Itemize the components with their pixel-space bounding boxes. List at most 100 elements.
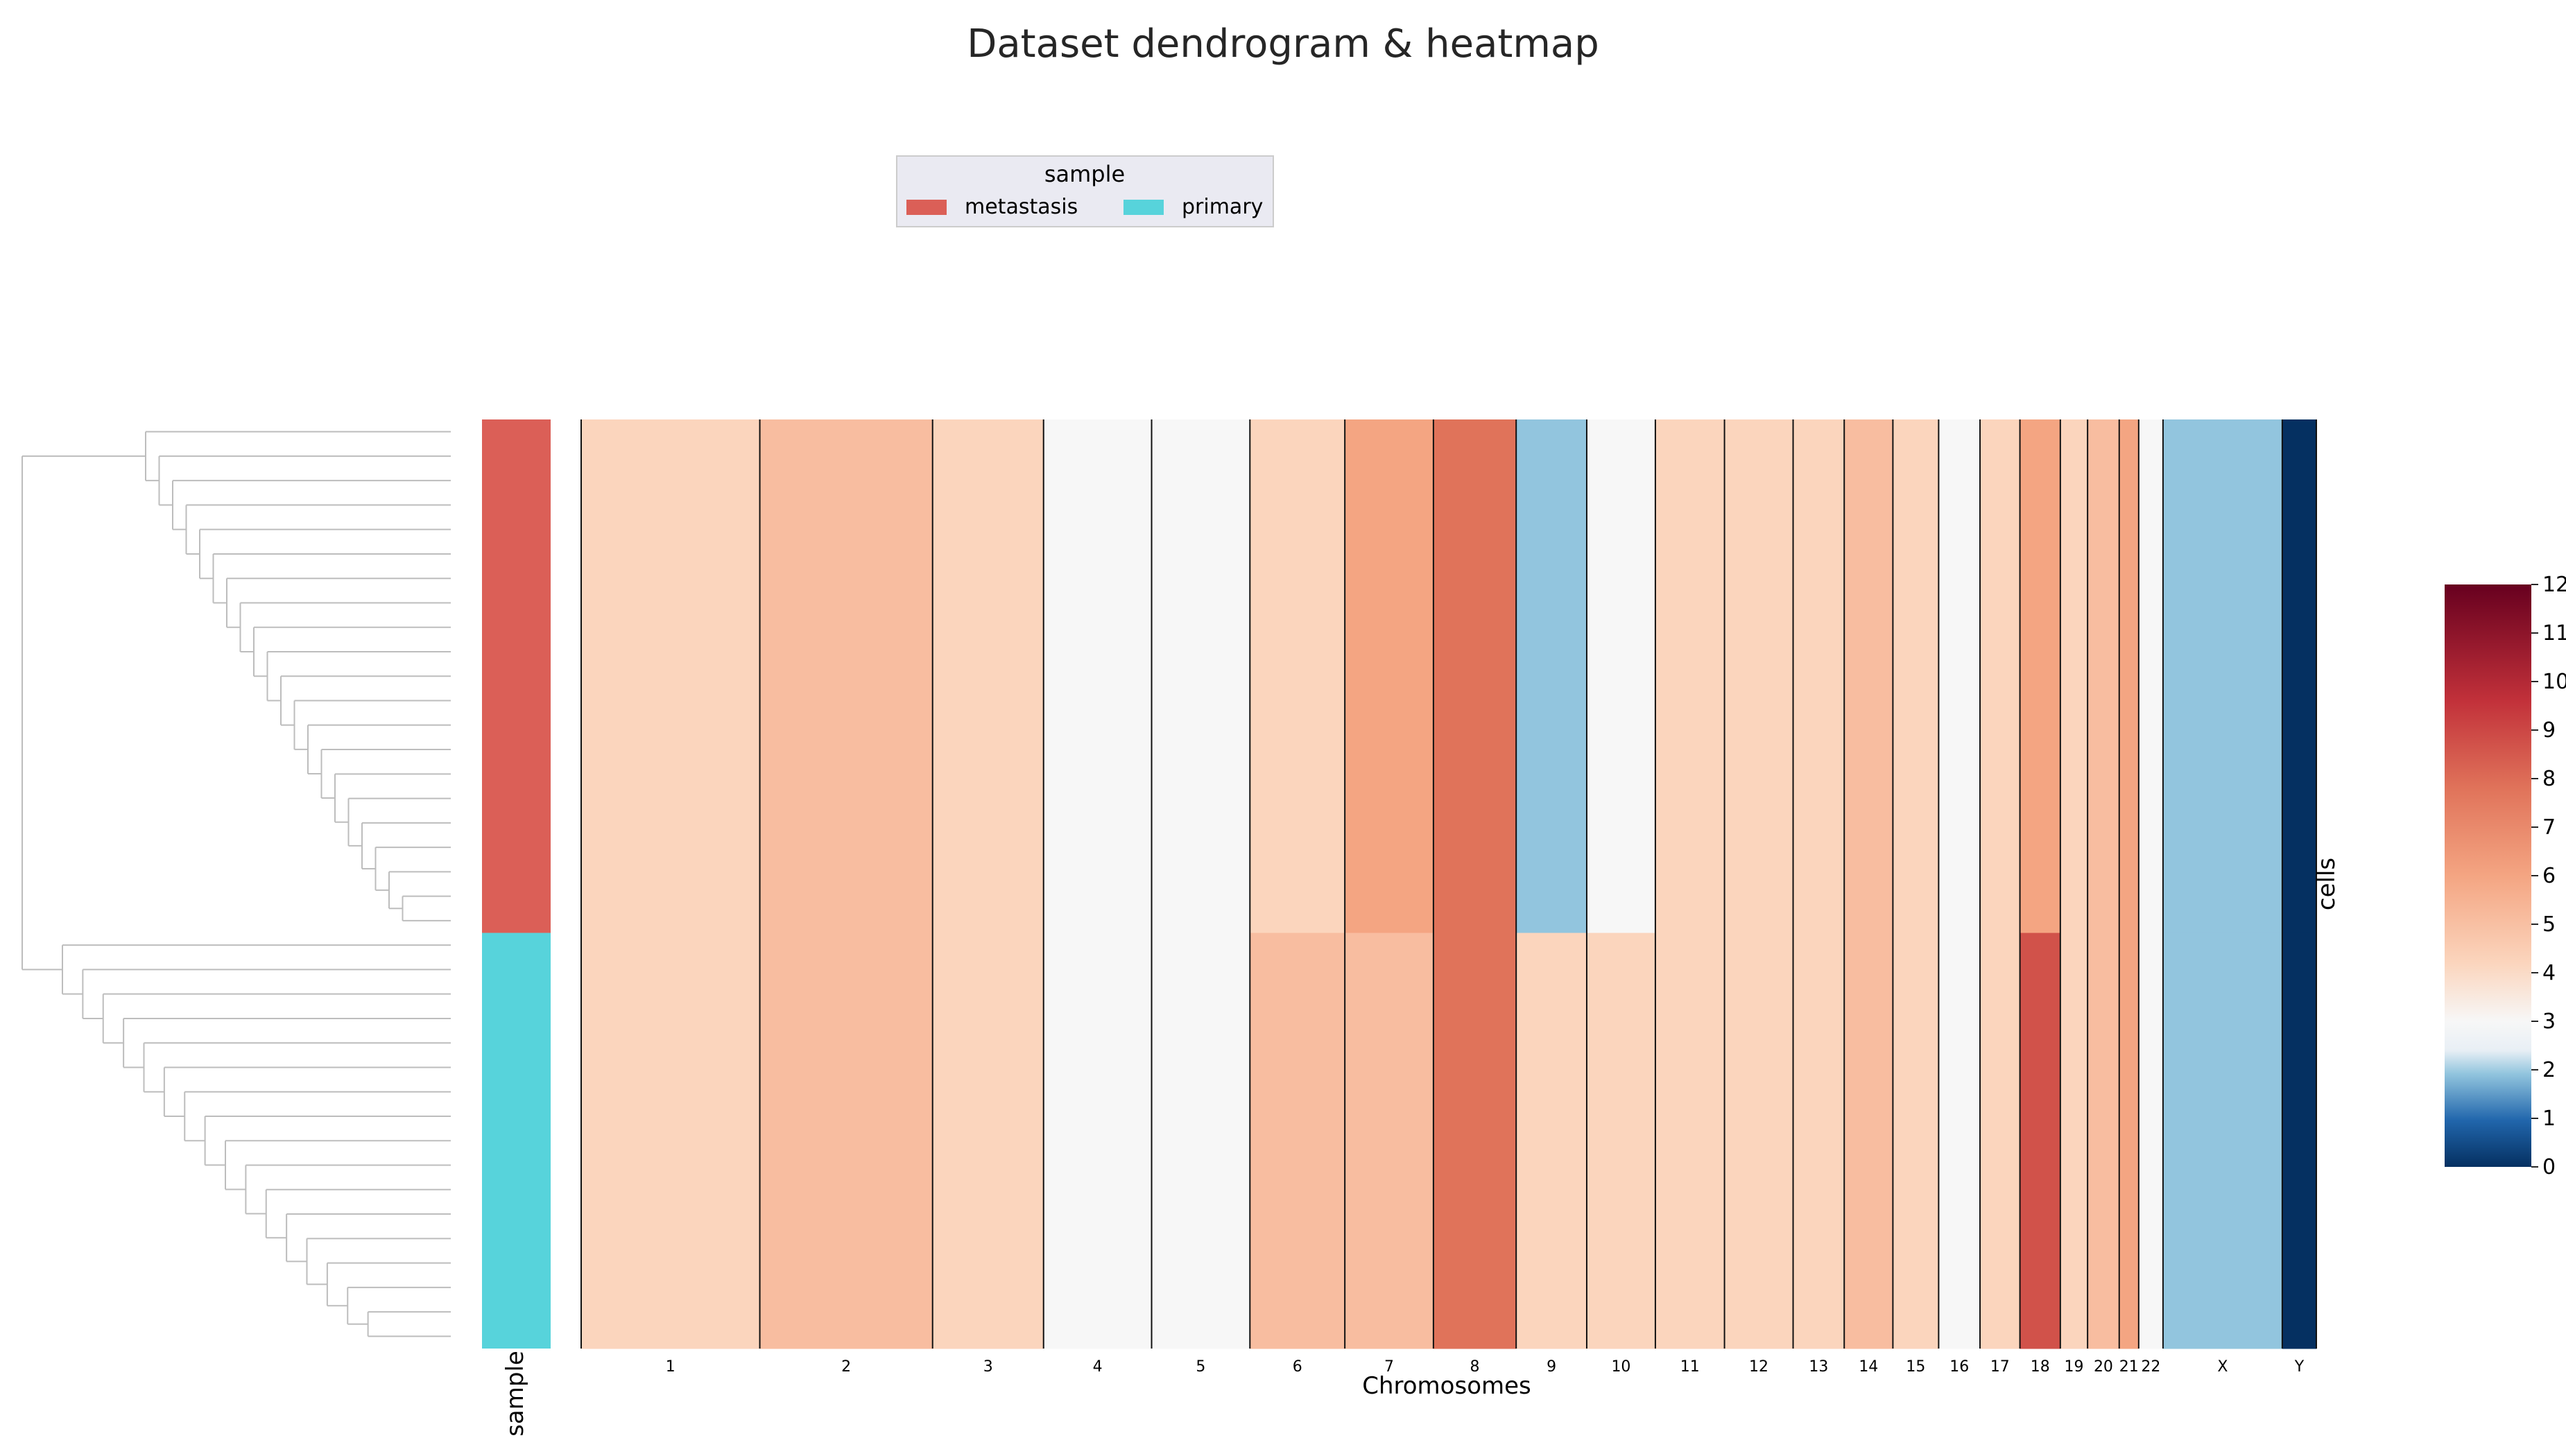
heatmap-cell-chr22-primary	[2138, 933, 2164, 1349]
chromosome-label-19: 19	[2064, 1358, 2083, 1376]
legend-box	[896, 155, 1274, 227]
chromosome-label-8: 8	[1470, 1358, 1480, 1376]
chromosome-label-4: 4	[1093, 1358, 1103, 1376]
colorbar-tick-label: 11	[2542, 621, 2566, 645]
chromosome-label-9: 9	[1547, 1358, 1556, 1376]
chromosome-label-6: 6	[1293, 1358, 1302, 1376]
heatmap-cell-chr8-primary	[1433, 933, 1517, 1349]
heatmap-cell-chr6-primary	[1250, 933, 1345, 1349]
chromosome-label-13: 13	[1809, 1358, 1828, 1376]
y-axis-label: cells	[2313, 858, 2341, 910]
colorbar-tick-label: 5	[2542, 912, 2556, 937]
chart-title: Dataset dendrogram & heatmap	[967, 21, 1599, 67]
legend-label-metastasis: metastasis	[965, 195, 1078, 219]
legend-swatch-metastasis	[906, 200, 947, 215]
heatmap-cell-chr20-metastasis	[2087, 419, 2120, 934]
dendrogram	[21, 431, 451, 1337]
heatmap-cell-chr3-metastasis	[932, 419, 1044, 934]
heatmap-cell-chr3-primary	[932, 933, 1044, 1349]
heatmap-cell-chr9-primary	[1516, 933, 1587, 1349]
heatmap-cell-chr12-primary	[1724, 933, 1794, 1349]
heatmap-cell-chr4-primary	[1043, 933, 1153, 1349]
heatmap-cell-chrX-metastasis	[2162, 419, 2283, 934]
annotation-block-metastasis	[482, 419, 551, 933]
heatmap-cell-chr21-primary	[2119, 933, 2139, 1349]
heatmap-cell-chr2-metastasis	[759, 419, 933, 934]
heatmap-cell-chr11-primary	[1655, 933, 1725, 1349]
chromosome-label-16: 16	[1949, 1358, 1969, 1376]
heatmap-cell-chr2-primary	[759, 933, 933, 1349]
heatmap-cell-chrY-primary	[2282, 933, 2317, 1349]
heatmap-cell-chr6-metastasis	[1250, 419, 1345, 934]
heatmap-cell-chr15-metastasis	[1893, 419, 1939, 934]
colorbar-tick-label: 10	[2542, 670, 2566, 694]
colorbar-tick-label: 6	[2542, 864, 2556, 888]
chromosome-label-11: 11	[1680, 1358, 1700, 1376]
legend-label-primary: primary	[1182, 195, 1263, 219]
heatmap-cell-chr18-metastasis	[2020, 419, 2061, 934]
colorbar-tick-label: 3	[2542, 1009, 2556, 1034]
chromosome-tick-labels: 1 2 3 4 5 6 7 8 9 10 11 12 13 14 15 16 17 18 19 20 21 22 X Y	[666, 1358, 2305, 1376]
heatmap-cell-chr18-primary	[2020, 933, 2061, 1349]
heatmap-cell-chr7-primary	[1345, 933, 1434, 1349]
heatmap-cell-chr11-metastasis	[1655, 419, 1725, 934]
colorbar-tick-label: 8	[2542, 767, 2556, 791]
heatmap	[580, 419, 2317, 1349]
chromosome-label-3: 3	[983, 1358, 993, 1376]
heatmap-cell-chr19-metastasis	[2060, 419, 2088, 934]
chromosome-label-22: 22	[2141, 1358, 2160, 1376]
heatmap-cell-chr17-primary	[1980, 933, 2021, 1349]
chromosome-label-1: 1	[666, 1358, 675, 1376]
chromosome-label-14: 14	[1859, 1358, 1878, 1376]
colorbar-tick-label: 12	[2542, 573, 2566, 597]
heatmap-cell-chr16-metastasis	[1938, 419, 1981, 934]
heatmap-cell-chr16-primary	[1938, 933, 1981, 1349]
colorbar-gradient	[2445, 584, 2531, 1167]
heatmap-cell-chrX-primary	[2162, 933, 2283, 1349]
heatmap-cell-chr14-primary	[1844, 933, 1893, 1349]
heatmap-cell-chr4-metastasis	[1043, 419, 1153, 934]
chromosome-label-20: 20	[2094, 1358, 2113, 1376]
legend-title: sample	[1044, 161, 1125, 187]
legend-swatch-primary	[1123, 200, 1164, 215]
annotation-block-primary	[482, 933, 551, 1349]
legend: sample metastasis primary	[896, 155, 1274, 227]
heatmap-cell-chr20-primary	[2087, 933, 2120, 1349]
heatmap-cell-chr10-primary	[1586, 933, 1656, 1349]
heatmap-cell-chr19-primary	[2060, 933, 2088, 1349]
chromosome-label-12: 12	[1749, 1358, 1768, 1376]
chromosome-label-X: X	[2217, 1358, 2228, 1376]
heatmap-cell-chr17-metastasis	[1980, 419, 2021, 934]
chromosome-label-15: 15	[1906, 1358, 1925, 1376]
x-axis-label: Chromosomes	[1362, 1372, 1531, 1400]
colorbar-tick-label: 4	[2542, 961, 2556, 985]
heatmap-cell-chr10-metastasis	[1586, 419, 1656, 934]
chromosome-label-2: 2	[841, 1358, 851, 1376]
heatmap-cell-chr15-primary	[1893, 933, 1939, 1349]
colorbar-tick-label: 9	[2542, 718, 2556, 743]
chromosome-label-17: 17	[1990, 1358, 2010, 1376]
heatmap-cell-chr8-metastasis	[1433, 419, 1517, 934]
heatmap-cell-chr5-metastasis	[1151, 419, 1250, 934]
heatmap-cell-chr9-metastasis	[1516, 419, 1587, 934]
colorbar-tick-label: 1	[2542, 1107, 2556, 1131]
chromosome-label-5: 5	[1196, 1358, 1205, 1376]
heatmap-cell-chr7-metastasis	[1345, 419, 1434, 934]
sample-annotation-column	[482, 419, 551, 1349]
heatmap-cell-chr1-primary	[581, 933, 761, 1349]
heatmap-cell-chr12-metastasis	[1724, 419, 1794, 934]
colorbar-tick-label: 2	[2542, 1058, 2556, 1082]
heatmap-cell-chr1-metastasis	[581, 419, 761, 934]
colorbar-tick-label: 7	[2542, 815, 2556, 840]
heatmap-cell-chr13-primary	[1793, 933, 1845, 1349]
chromosome-label-10: 10	[1611, 1358, 1630, 1376]
annotation-label: sample	[501, 1351, 529, 1437]
heatmap-cell-chr5-primary	[1151, 933, 1250, 1349]
colorbar-tick-label: 0	[2542, 1155, 2556, 1179]
heatmap-cell-chr22-metastasis	[2138, 419, 2164, 934]
heatmap-cell-chr13-metastasis	[1793, 419, 1845, 934]
heatmap-cell-chrY-metastasis	[2282, 419, 2317, 934]
